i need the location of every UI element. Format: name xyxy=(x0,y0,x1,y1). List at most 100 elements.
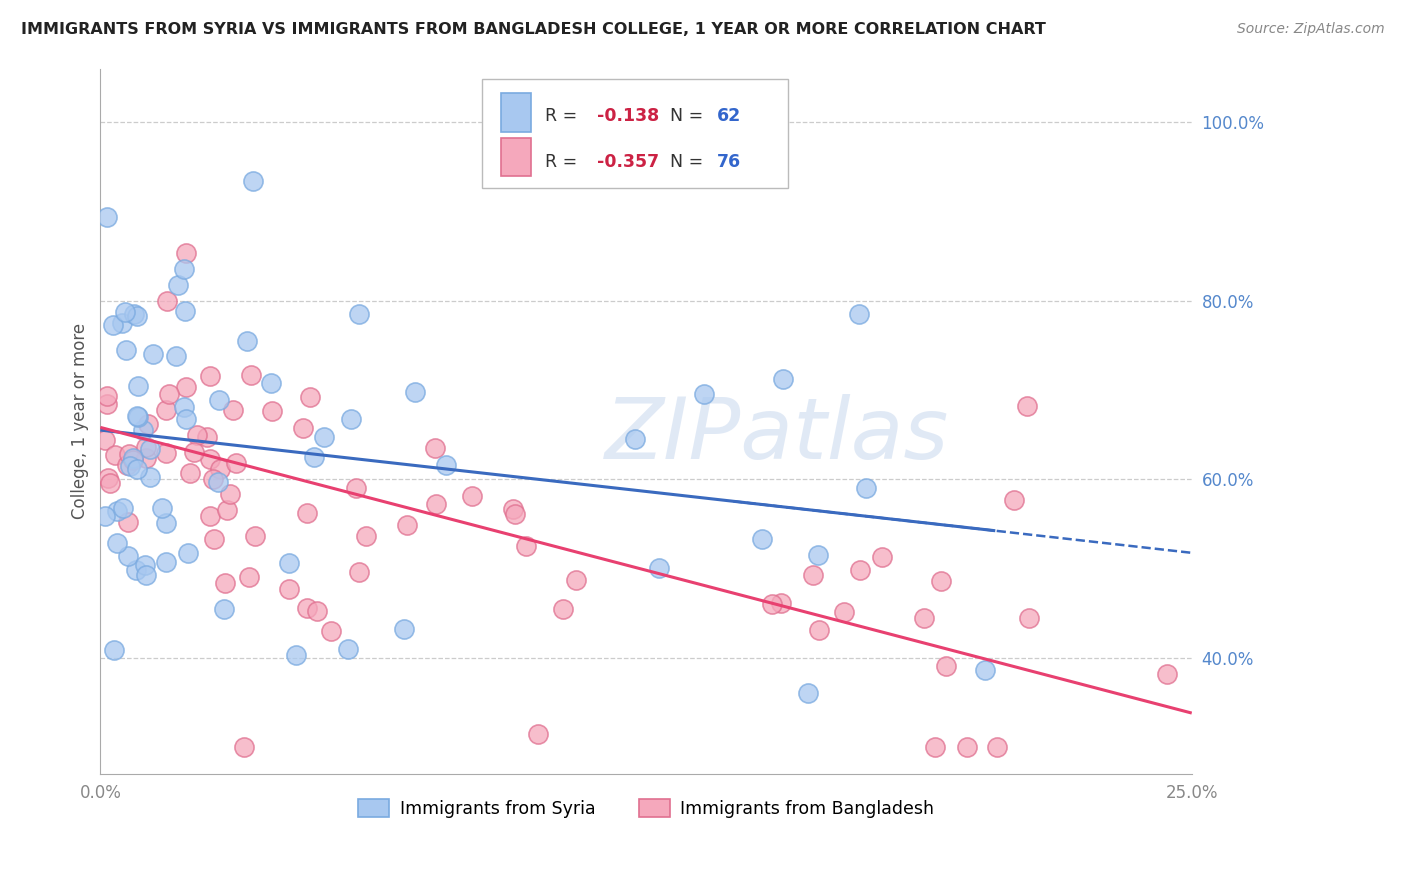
Point xyxy=(150,500,173,515)
Point xyxy=(104,448,127,462)
Point xyxy=(121,453,143,467)
Point xyxy=(551,602,574,616)
Point xyxy=(349,566,371,580)
Point xyxy=(238,570,260,584)
FancyBboxPatch shape xyxy=(482,79,787,188)
Point xyxy=(202,532,225,546)
Point xyxy=(157,386,180,401)
Point xyxy=(239,368,262,382)
Point xyxy=(278,556,301,570)
Point xyxy=(855,481,877,495)
Point xyxy=(215,503,238,517)
Point xyxy=(648,561,671,575)
Point xyxy=(96,389,118,403)
Point xyxy=(956,739,979,754)
Point xyxy=(117,515,139,529)
Point xyxy=(849,563,872,577)
Point xyxy=(138,417,160,432)
Point xyxy=(135,568,157,582)
Text: Source: ZipAtlas.com: Source: ZipAtlas.com xyxy=(1237,22,1385,37)
Point xyxy=(186,428,208,442)
Point xyxy=(527,727,550,741)
Point xyxy=(174,412,197,426)
Point xyxy=(139,442,162,456)
Point xyxy=(214,602,236,616)
Point xyxy=(796,686,818,700)
Point xyxy=(973,663,995,677)
Point xyxy=(986,739,1008,754)
Point xyxy=(260,376,283,391)
Point xyxy=(155,446,177,460)
Point xyxy=(236,334,259,348)
Point xyxy=(201,472,224,486)
Point xyxy=(1002,493,1025,508)
Point xyxy=(117,549,139,564)
Point xyxy=(173,303,195,318)
Point xyxy=(1015,399,1038,413)
Point xyxy=(179,466,201,480)
Point xyxy=(155,402,177,417)
Text: N =: N = xyxy=(671,153,709,170)
Point xyxy=(105,504,128,518)
Text: IMMIGRANTS FROM SYRIA VS IMMIGRANTS FROM BANGLADESH COLLEGE, 1 YEAR OR MORE CORR: IMMIGRANTS FROM SYRIA VS IMMIGRANTS FROM… xyxy=(21,22,1046,37)
Text: R =: R = xyxy=(544,107,582,125)
Point xyxy=(848,307,870,321)
Point xyxy=(461,489,484,503)
Point xyxy=(93,508,115,523)
Point xyxy=(807,548,830,562)
Point xyxy=(103,642,125,657)
Point xyxy=(302,450,325,464)
Point xyxy=(200,451,222,466)
Point xyxy=(177,545,200,559)
Point xyxy=(222,403,245,417)
Point xyxy=(112,500,135,515)
FancyBboxPatch shape xyxy=(501,93,531,132)
Point xyxy=(340,412,363,426)
Point xyxy=(801,568,824,582)
Point xyxy=(114,305,136,319)
Point xyxy=(96,397,118,411)
Point xyxy=(807,623,830,637)
Point xyxy=(423,441,446,455)
Point xyxy=(243,529,266,543)
Text: R =: R = xyxy=(544,153,582,170)
Point xyxy=(434,458,457,473)
Text: -0.357: -0.357 xyxy=(598,153,659,170)
Point xyxy=(134,558,156,573)
Point xyxy=(912,611,935,625)
Point xyxy=(118,447,141,461)
Point xyxy=(183,445,205,459)
Point xyxy=(127,379,149,393)
Point xyxy=(502,502,524,516)
Point xyxy=(298,390,321,404)
Point xyxy=(929,574,952,588)
Point xyxy=(208,461,231,475)
Point xyxy=(354,528,377,542)
Point xyxy=(337,642,360,657)
Point xyxy=(173,262,195,277)
Point xyxy=(307,604,329,618)
Point xyxy=(751,532,773,546)
Point xyxy=(173,400,195,414)
Point xyxy=(425,497,447,511)
Point xyxy=(392,622,415,636)
Point xyxy=(219,486,242,500)
Point xyxy=(198,508,221,523)
Point xyxy=(135,440,157,454)
Point xyxy=(122,308,145,322)
Point xyxy=(139,470,162,484)
Point xyxy=(167,278,190,293)
Point xyxy=(772,372,794,386)
Point xyxy=(344,481,367,495)
Point xyxy=(770,596,793,610)
Point xyxy=(111,316,134,330)
Point xyxy=(515,539,537,553)
Point xyxy=(125,409,148,423)
Point xyxy=(155,555,177,569)
Point xyxy=(207,475,229,490)
Point xyxy=(285,648,308,663)
Point xyxy=(924,739,946,754)
Point xyxy=(564,574,586,588)
Point xyxy=(127,410,149,425)
Point xyxy=(98,476,121,491)
